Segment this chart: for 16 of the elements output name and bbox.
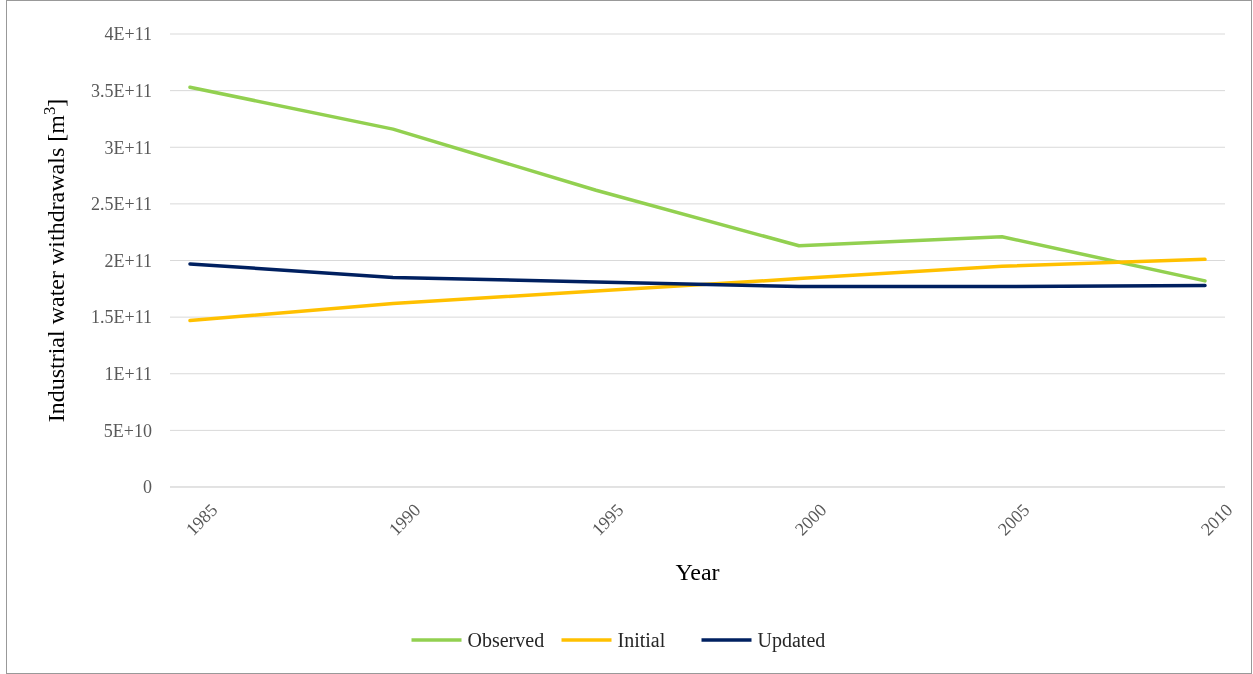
y-tick-label: 5E+10 bbox=[103, 420, 152, 441]
y-tick-label: 1E+11 bbox=[104, 364, 152, 385]
y-tick-label: 3.5E+11 bbox=[91, 80, 152, 101]
legend-label: Updated bbox=[757, 629, 826, 652]
legend-label: Initial bbox=[617, 629, 666, 651]
y-tick-label: 1.5E+11 bbox=[91, 307, 152, 328]
y-tick-label: 4E+11 bbox=[104, 24, 152, 45]
y-tick-label: 0 bbox=[143, 477, 152, 498]
y-tick-label: 2E+11 bbox=[104, 250, 152, 271]
line-series bbox=[188, 85, 1207, 283]
x-axis-title: Year bbox=[675, 559, 720, 585]
y-tick-label: 2.5E+11 bbox=[91, 194, 152, 215]
y-tick-label: 3E+11 bbox=[104, 137, 152, 158]
legend-label: Observed bbox=[467, 629, 545, 651]
line-series bbox=[188, 262, 1207, 289]
line-series bbox=[188, 257, 1207, 323]
